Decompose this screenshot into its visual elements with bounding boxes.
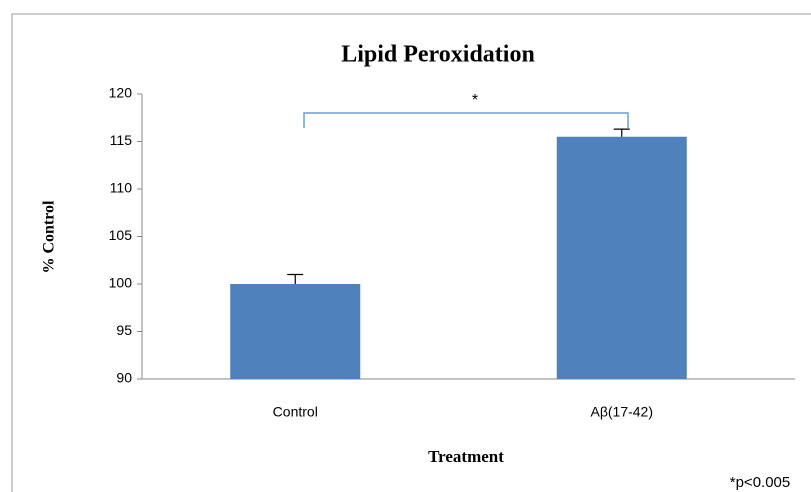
bar: [230, 284, 361, 379]
frame: [11, 13, 811, 492]
y-tick-label: 105: [109, 227, 133, 243]
y-tick-label: 100: [109, 275, 133, 291]
error-bar: [287, 273, 304, 284]
y-axis-label: % Control: [41, 200, 58, 274]
y-tick-label: 120: [109, 85, 133, 101]
y-tick-label: 90: [116, 370, 132, 386]
y-tick-label: 110: [110, 180, 133, 196]
y-tick-label: 115: [110, 132, 133, 148]
error-bar: [613, 128, 630, 137]
x-axis-label: Treatment: [428, 447, 504, 466]
significance-bracket: [303, 112, 629, 128]
x-tick-label: Aβ(17-42): [590, 404, 653, 420]
footnote: *p<0.005: [730, 474, 790, 491]
bar: [556, 136, 687, 379]
chart-title: Lipid Peroxidation: [341, 42, 535, 68]
y-tick-label: 95: [116, 322, 132, 338]
x-tick-label: Control: [273, 404, 318, 420]
significance-mark: *: [472, 92, 478, 109]
